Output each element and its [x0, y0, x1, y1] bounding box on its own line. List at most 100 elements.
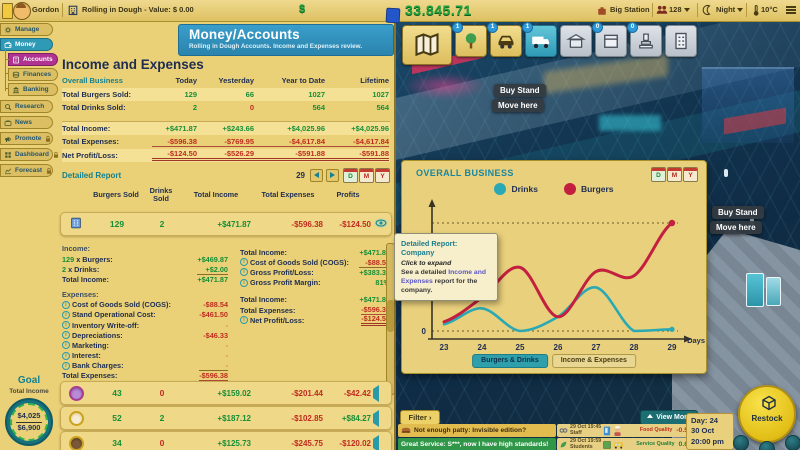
- notification-row[interactable]: Great Service: S***, now I have high sta…: [398, 438, 690, 450]
- stand-report-row[interactable]: 43 0 +$159.02 -$201.44 -$42.42: [60, 381, 392, 405]
- event-entry[interactable]: 29 Oct 19:45 Staff Food Quality -0.5: [557, 424, 690, 437]
- chart-period-button-m[interactable]: M: [667, 167, 682, 182]
- label-text: Bank Charges:: [72, 361, 124, 371]
- toolbar-statue-button[interactable]: 0: [627, 22, 662, 57]
- expand-arrow-icon: [373, 434, 379, 450]
- event-entry[interactable]: 29 Oct 19:59 Students Service Quality 0.6: [557, 438, 690, 450]
- visitor-count[interactable]: 128: [669, 5, 690, 14]
- label-text: Cost of Goods Sold (COGS):: [72, 300, 171, 310]
- scrollbar-thumb[interactable]: [387, 300, 394, 332]
- stand-report-row[interactable]: 34 0 +$125.73 -$245.75 -$120.02: [60, 431, 392, 450]
- sidebar-item-news[interactable]: News: [0, 116, 53, 129]
- toolbar-tree-button[interactable]: 1: [452, 22, 487, 57]
- column-header: Year to Date: [281, 76, 325, 86]
- toolbar-kiosk-button[interactable]: 0: [592, 22, 627, 57]
- info-icon[interactable]: i: [62, 361, 70, 370]
- bank-icon: [13, 86, 19, 93]
- expand-stand-report[interactable]: [373, 384, 391, 402]
- buy-stand-button[interactable]: Buy Stand: [494, 84, 546, 97]
- filter-button[interactable]: Filter ›: [400, 410, 440, 425]
- panel-corner-ribbon[interactable]: [385, 7, 401, 24]
- sidebar-item-research[interactable]: Research: [0, 100, 53, 113]
- row-value: -$4,617.84: [254, 137, 325, 147]
- sidebar-item-manage[interactable]: Manage: [0, 23, 53, 36]
- cube-icon: [762, 395, 776, 411]
- toolbar-stand-button[interactable]: [560, 25, 592, 57]
- row-value: +$471.87: [165, 123, 198, 133]
- info-icon[interactable]: i: [62, 341, 70, 350]
- time-of-day-select[interactable]: Night: [716, 5, 744, 14]
- station-name[interactable]: Big Station: [610, 5, 650, 14]
- date-display: Day: 24 30 Oct 20:00 pm: [686, 413, 734, 450]
- chart-period-button-d[interactable]: D: [651, 167, 666, 182]
- period-button-y[interactable]: Y: [375, 167, 390, 183]
- buy-stand-button[interactable]: Buy Stand: [712, 206, 764, 219]
- label-text: Interest:: [72, 351, 101, 361]
- sidebar-item-dashboard[interactable]: Dashboard: [0, 148, 58, 161]
- info-icon[interactable]: i: [240, 278, 248, 287]
- company-report-row[interactable]: 129 2 +$471.87 -$596.38 -$124.50: [60, 212, 392, 236]
- sidebar-item-finances[interactable]: Finances: [8, 68, 58, 81]
- notification-row[interactable]: Not enough patty: Invisible edition? 29 …: [398, 424, 690, 437]
- info-icon[interactable]: i: [240, 316, 248, 325]
- info-icon[interactable]: i: [62, 300, 70, 309]
- menu-icon[interactable]: [786, 6, 796, 8]
- toolbar-map-button[interactable]: [402, 25, 452, 65]
- info-icon[interactable]: i: [62, 331, 70, 340]
- vending-machine: [766, 277, 781, 306]
- overall-row: Total Income: +$471.87 +$243.66 +$4,025.96 +…: [62, 120, 390, 135]
- vending-machine: [746, 273, 764, 307]
- expand-company-report[interactable]: [373, 217, 391, 231]
- info-icon[interactable]: i: [240, 258, 248, 267]
- cash-balance: 33.845.71: [405, 2, 472, 18]
- restock-button[interactable]: Restock: [738, 385, 796, 443]
- info-icon[interactable]: i: [240, 268, 248, 277]
- player-avatar[interactable]: [13, 2, 31, 20]
- sidebar-item-money[interactable]: Money: [0, 38, 53, 51]
- tab-burgers-drinks[interactable]: Burgers & Drinks: [472, 354, 548, 368]
- chevron-down-icon: [737, 8, 744, 13]
- info-icon[interactable]: i: [62, 321, 70, 330]
- page-number: 29: [296, 170, 305, 180]
- breakdown-value: +$469.87: [197, 254, 228, 264]
- info-icon[interactable]: i: [62, 351, 70, 360]
- hud-quick-button[interactable]: [733, 435, 749, 450]
- vending-icon: [604, 426, 611, 435]
- label-text: Cost of Goods Sold (COGS):: [250, 257, 349, 267]
- prev-day-button[interactable]: [310, 168, 323, 182]
- period-button-m[interactable]: M: [359, 167, 374, 183]
- net-row: Total Income: +$471.87: [240, 295, 390, 305]
- expense-row: i Stand Operational Cost: -$461.50: [62, 310, 228, 320]
- info-icon[interactable]: i: [62, 310, 70, 319]
- expand-stand-report[interactable]: [373, 409, 391, 427]
- stand-avatar: [68, 385, 84, 401]
- stand-report-row[interactable]: 52 2 +$187.12 -$102.85 +$84.27: [60, 406, 392, 430]
- move-here-button[interactable]: Move here: [710, 221, 762, 234]
- expand-stand-report[interactable]: [373, 434, 391, 450]
- column-header: Lifetime: [360, 76, 389, 86]
- sidebar-item-forecast[interactable]: Forecast: [0, 164, 53, 177]
- toolbar-car-button[interactable]: 1: [487, 22, 522, 57]
- chart-icon: [5, 167, 12, 174]
- chart-period-button-y[interactable]: Y: [683, 167, 698, 182]
- hud-quick-button[interactable]: [785, 435, 800, 450]
- sidebar-item-promote[interactable]: Promote: [0, 132, 53, 145]
- breakdown-label: i Interest:: [62, 351, 226, 360]
- sidebar-item-accounts[interactable]: Accounts: [8, 53, 58, 66]
- sidebar-item-banking[interactable]: Banking: [8, 83, 58, 96]
- pedestrian: [724, 169, 728, 177]
- tab-income-expenses[interactable]: Income & Expenses: [551, 354, 636, 368]
- overall-row: Net Profit/Loss: -$124.50 -$526.29 -$591.88…: [62, 148, 390, 162]
- breakdown-label: i Depreciations:: [62, 331, 203, 340]
- next-day-button[interactable]: [326, 168, 339, 182]
- player-name[interactable]: Gordon: [32, 5, 60, 14]
- id-card-icon[interactable]: [2, 3, 13, 19]
- toolbar-building-button[interactable]: [665, 25, 697, 57]
- hud-quick-button[interactable]: [759, 441, 775, 450]
- company-value-label[interactable]: Rolling in Dough - Value: $ 0.00: [82, 5, 194, 14]
- overall-row: Total Expenses: -$596.38 -$769.95 -$4,617.8…: [62, 135, 390, 149]
- period-button-d[interactable]: D: [343, 167, 358, 183]
- move-here-button[interactable]: Move here: [492, 99, 544, 112]
- toolbar-food-truck-button[interactable]: 1: [522, 22, 557, 57]
